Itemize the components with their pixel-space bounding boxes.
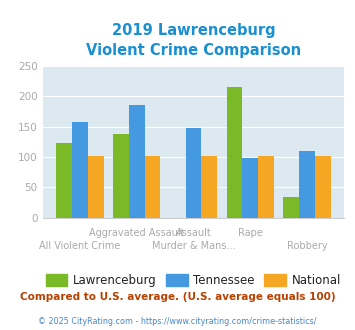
- Bar: [88, 156, 104, 218]
- Title: 2019 Lawrenceburg
Violent Crime Comparison: 2019 Lawrenceburg Violent Crime Comparis…: [86, 23, 301, 58]
- Bar: [242, 158, 258, 218]
- Text: Murder & Mans...: Murder & Mans...: [152, 241, 235, 250]
- Text: Rape: Rape: [238, 228, 263, 239]
- Bar: [186, 128, 201, 218]
- Bar: [129, 106, 144, 218]
- Text: © 2025 CityRating.com - https://www.cityrating.com/crime-statistics/: © 2025 CityRating.com - https://www.city…: [38, 317, 317, 326]
- Bar: [144, 156, 160, 218]
- Bar: [258, 156, 274, 218]
- Text: Assault: Assault: [176, 228, 211, 239]
- Text: Compared to U.S. average. (U.S. average equals 100): Compared to U.S. average. (U.S. average …: [20, 292, 335, 302]
- Bar: [299, 151, 315, 218]
- Text: Aggravated Assault: Aggravated Assault: [89, 228, 185, 239]
- Text: Robbery: Robbery: [287, 241, 327, 250]
- Bar: [226, 87, 242, 218]
- Bar: [283, 197, 299, 218]
- Bar: [56, 143, 72, 218]
- Bar: [201, 156, 217, 218]
- Bar: [315, 156, 331, 218]
- Bar: [113, 134, 129, 218]
- Text: All Violent Crime: All Violent Crime: [39, 241, 121, 250]
- Bar: [72, 122, 88, 218]
- Legend: Lawrenceburg, Tennessee, National: Lawrenceburg, Tennessee, National: [41, 269, 346, 292]
